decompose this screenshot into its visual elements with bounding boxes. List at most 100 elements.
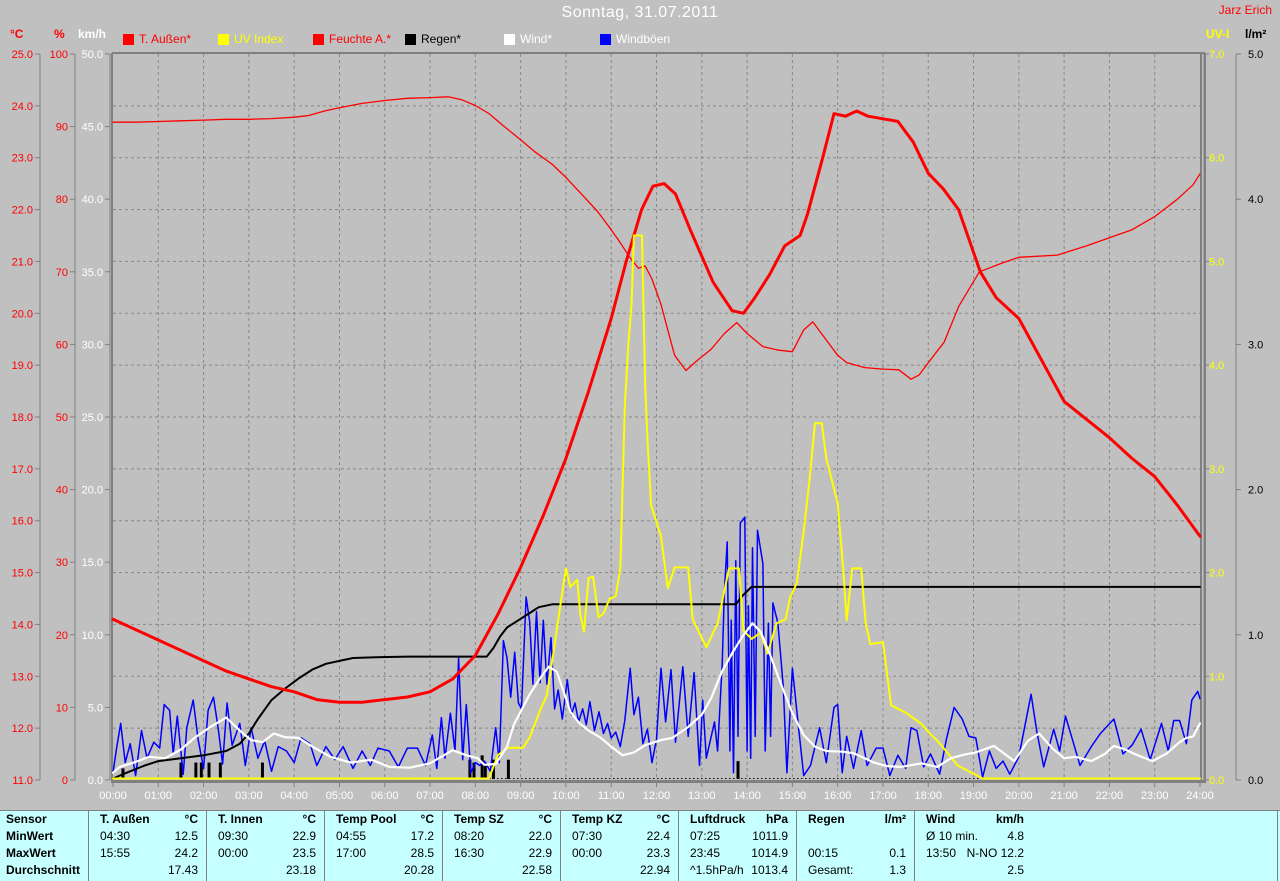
svg-text:18:00: 18:00: [914, 790, 942, 802]
svg-text:23:00: 23:00: [1141, 790, 1169, 802]
svg-text:22.0: 22.0: [12, 205, 33, 217]
max-value: 23.3: [646, 846, 670, 860]
svg-text:25.0: 25.0: [82, 412, 103, 424]
wind-swatch-icon: [504, 33, 515, 45]
max-time: 13:50: [926, 846, 957, 860]
legend-label: Windböen: [616, 32, 671, 46]
svg-text:24.0: 24.0: [12, 101, 33, 113]
svg-text:10: 10: [56, 702, 68, 714]
table-separator: [560, 811, 561, 881]
avg-value: 22.58: [521, 863, 552, 877]
plot-frame: [111, 52, 1206, 783]
table-separator: [678, 811, 679, 881]
min-time: 07:25: [690, 829, 721, 843]
svg-text:30.0: 30.0: [82, 339, 103, 351]
max-time: 00:00: [218, 846, 249, 860]
uv-axis: 0.0 1.0 2.0 3.0 4.0 5.0 6.0 7.0: [1203, 49, 1224, 787]
windboeen-swatch-icon: [600, 33, 611, 45]
svg-text:04:00: 04:00: [280, 790, 308, 802]
avg-value: 20.28: [403, 863, 434, 877]
svg-text:1.0: 1.0: [1209, 671, 1224, 683]
svg-text:80: 80: [56, 194, 68, 206]
svg-text:01:00: 01:00: [145, 790, 173, 802]
wind-axis: 0.0 5.0 10.0 15.0 20.0 25.0 30.0 35.0 40.0 45.0 50…: [82, 49, 111, 787]
svg-text:70: 70: [56, 267, 68, 279]
svg-text:15.0: 15.0: [12, 568, 33, 580]
rain-axis: 0.0 1.0 2.0 3.0 4.0 5.0: [1235, 49, 1263, 787]
avg-value: 17.43: [167, 863, 198, 877]
svg-text:4.0: 4.0: [1209, 360, 1224, 372]
svg-text:12:00: 12:00: [643, 790, 671, 802]
max-value: 24.2: [174, 846, 198, 860]
sensor-name: T. Innen: [218, 812, 263, 826]
max-time: 16:30: [454, 846, 485, 860]
max-time: 23:45: [690, 846, 721, 860]
table-right-border: [1277, 811, 1278, 881]
svg-text:40: 40: [56, 485, 68, 497]
plot-area[interactable]: [113, 54, 1200, 780]
legend-label: UV Index: [234, 32, 284, 46]
max-value: 23.5: [292, 846, 316, 860]
svg-text:25.0: 25.0: [12, 49, 33, 61]
svg-text:13:00: 13:00: [688, 790, 716, 802]
avg-value: 1013.4: [751, 863, 788, 877]
row-header: Durchschnitt: [6, 863, 81, 877]
svg-text:20.0: 20.0: [12, 308, 33, 320]
svg-text:13.0: 13.0: [12, 671, 33, 683]
avg-label: Gesamt:: [808, 863, 854, 877]
svg-text:24:00: 24:00: [1186, 790, 1214, 802]
avg-label: ^1.5hPa/h: [690, 863, 744, 877]
uv-axis-unit: UV-I: [1206, 27, 1230, 41]
svg-text:5.0: 5.0: [1209, 256, 1224, 268]
svg-text:23.0: 23.0: [12, 153, 33, 165]
svg-text:0.0: 0.0: [1248, 775, 1263, 787]
min-time: 08:20: [454, 829, 485, 843]
avg-value: 1.3: [889, 863, 906, 877]
svg-text:35.0: 35.0: [82, 267, 103, 279]
svg-text:0.0: 0.0: [1209, 775, 1224, 787]
svg-text:2.0: 2.0: [1248, 485, 1263, 497]
min-value: 22.0: [528, 829, 552, 843]
max-value: 0.1: [889, 846, 906, 860]
svg-text:50.0: 50.0: [82, 49, 103, 61]
series-uv-uv-index: [112, 234, 1201, 780]
svg-text:12.0: 12.0: [12, 723, 33, 735]
min-time: 07:30: [572, 829, 603, 843]
rain-bars: [121, 755, 740, 779]
max-value: 28.5: [410, 846, 434, 860]
stats-table: Sensor MinWert MaxWert Durchschnitt T. Außen…: [0, 810, 1280, 881]
svg-text:3.0: 3.0: [1248, 339, 1263, 351]
legend-item-uv-index: UV Index: [218, 32, 283, 46]
sensor-name: Temp KZ: [572, 812, 623, 826]
max-time: 00:00: [572, 846, 603, 860]
rain-axis-unit: l/m²: [1245, 27, 1267, 41]
svg-text:10.0: 10.0: [82, 630, 103, 642]
min-time: 04:55: [336, 829, 367, 843]
row-header: MaxWert: [6, 846, 56, 860]
max-time: 17:00: [336, 846, 367, 860]
max-value: 1014.9: [751, 846, 788, 860]
sensor-unit: °C: [184, 812, 198, 826]
temp-axis-unit: °C: [10, 27, 24, 41]
svg-text:3.0: 3.0: [1209, 464, 1224, 476]
legend-item-windboeen: Windböen: [600, 32, 670, 46]
svg-text:17:00: 17:00: [869, 790, 897, 802]
legend-label: Feuchte A.*: [329, 32, 392, 46]
series-humidity-feuchte-a-: [112, 96, 1201, 380]
series-temp-t-au-en: [111, 109, 1202, 704]
sensor-name: Wind: [926, 812, 956, 826]
svg-text:00:00: 00:00: [99, 790, 127, 802]
svg-text:06:00: 06:00: [371, 790, 399, 802]
min-value: 4.8: [1007, 829, 1024, 843]
avg-value: 2.5: [1007, 863, 1024, 877]
sensor-name: Temp SZ: [454, 812, 504, 826]
series-rain-regen-kumuliert: [112, 585, 1201, 780]
avg-value: 23.18: [285, 863, 316, 877]
sensor-name: Luftdruck: [690, 812, 746, 826]
svg-text:5.0: 5.0: [88, 702, 103, 714]
t-aussen-swatch-icon: [123, 33, 134, 45]
min-time: 04:30: [100, 829, 131, 843]
table-separator: [88, 811, 89, 881]
sensor-name: Temp Pool: [336, 812, 397, 826]
